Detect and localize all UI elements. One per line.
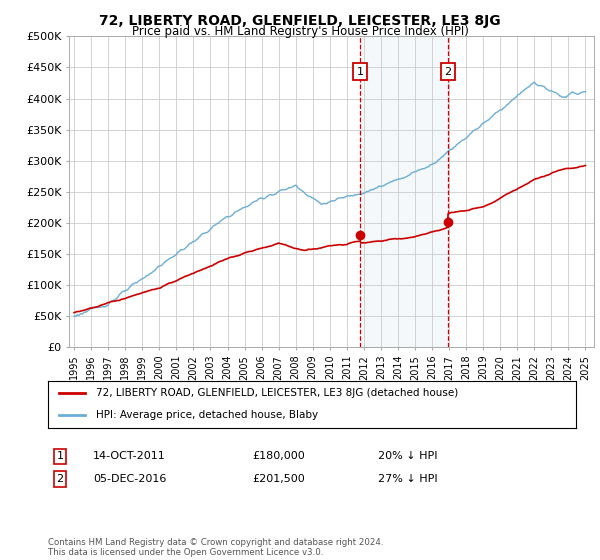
Text: Price paid vs. HM Land Registry's House Price Index (HPI): Price paid vs. HM Land Registry's House … [131,25,469,38]
Bar [361,36,448,347]
Text: 1: 1 [357,67,364,77]
Text: 05-DEC-2016: 05-DEC-2016 [93,474,166,484]
Text: £180,000: £180,000 [252,451,305,461]
Text: 2: 2 [444,67,451,77]
Text: 72, LIBERTY ROAD, GLENFIELD, LEICESTER, LE3 8JG: 72, LIBERTY ROAD, GLENFIELD, LEICESTER, … [99,14,501,28]
Text: HPI: Average price, detached house, Blaby: HPI: Average price, detached house, Blab… [95,410,317,420]
Text: 2: 2 [56,474,64,484]
Text: Contains HM Land Registry data © Crown copyright and database right 2024.
This d: Contains HM Land Registry data © Crown c… [48,538,383,557]
Text: 72, LIBERTY ROAD, GLENFIELD, LEICESTER, LE3 8JG (detached house): 72, LIBERTY ROAD, GLENFIELD, LEICESTER, … [95,388,458,398]
Text: 20% ↓ HPI: 20% ↓ HPI [378,451,437,461]
Text: £201,500: £201,500 [252,474,305,484]
Text: 27% ↓ HPI: 27% ↓ HPI [378,474,437,484]
Text: 1: 1 [56,451,64,461]
Text: 14-OCT-2011: 14-OCT-2011 [93,451,166,461]
